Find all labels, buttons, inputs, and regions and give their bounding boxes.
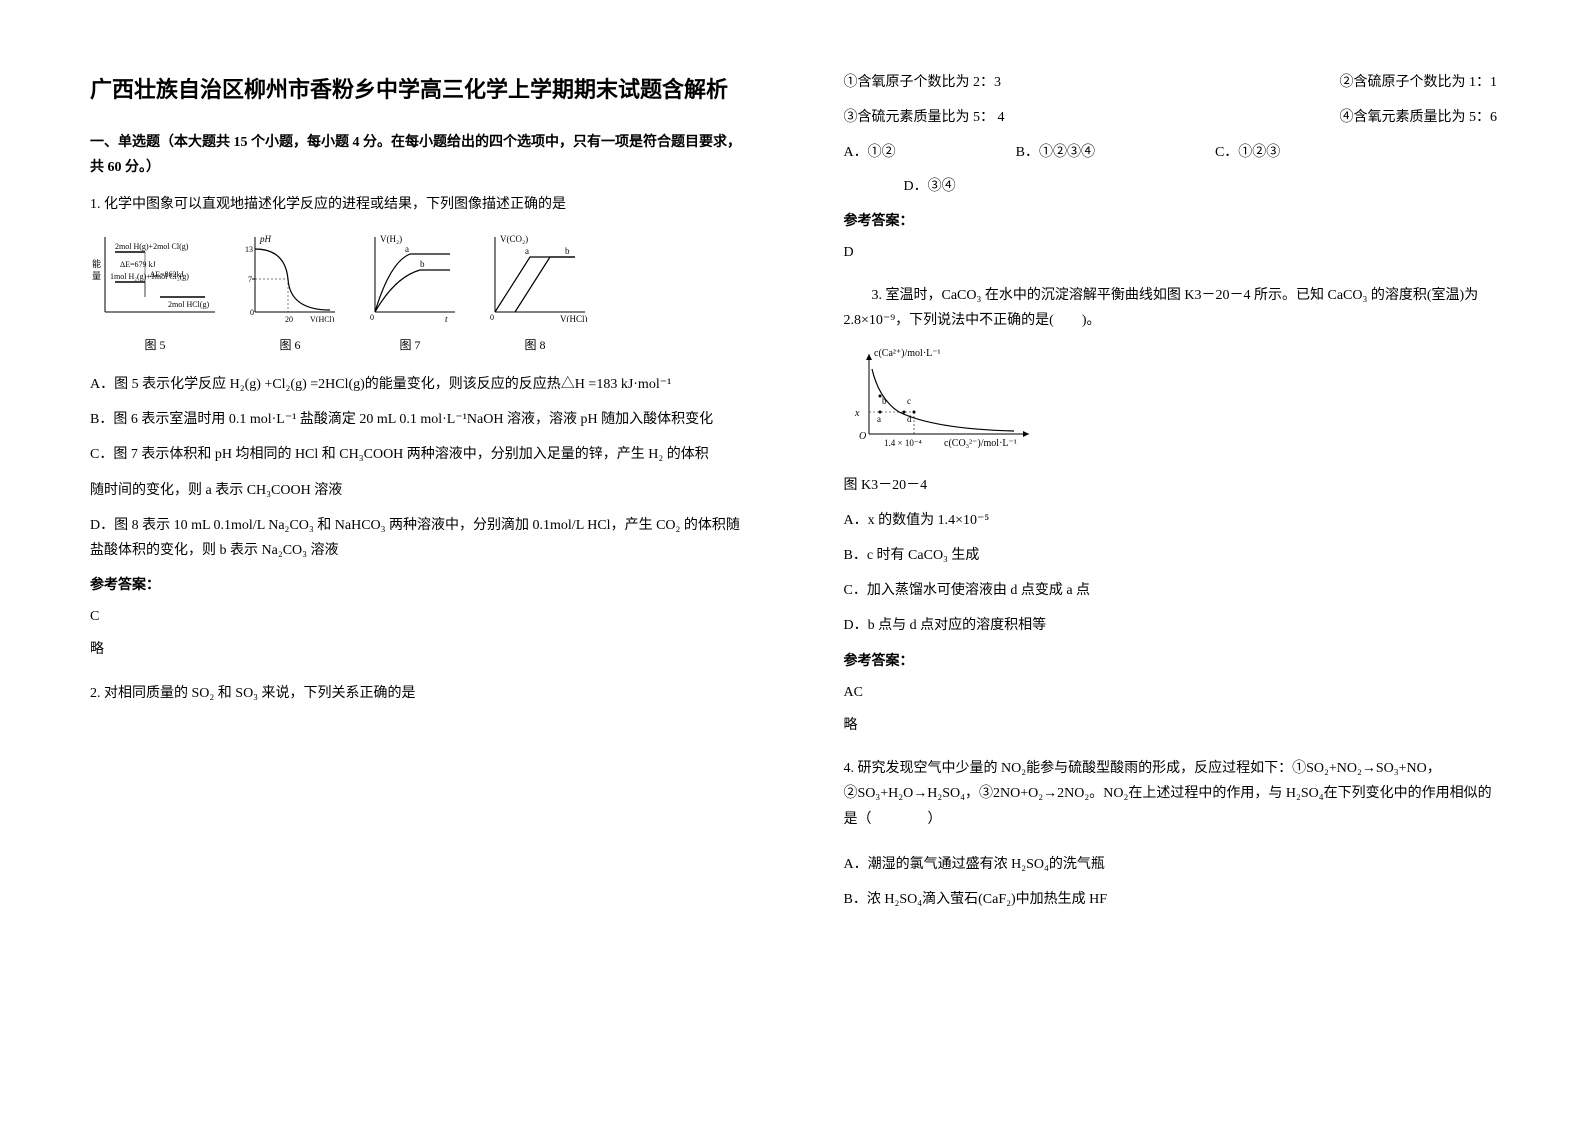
q3-note: 略: [844, 713, 1498, 738]
svg-text:b: b: [420, 259, 425, 269]
q2-s1: ①含氧原子个数比为 2：3: [844, 70, 1002, 95]
svg-text:V(H₂): V(H₂): [380, 234, 402, 244]
q4-option-a: A．潮湿的氯气通过盛有浓 H₂SO₄的洗气瓶: [844, 852, 1498, 877]
q2-s2: ②含硫原子个数比为 1：1: [1340, 70, 1498, 95]
q2-opt-d: D．③④: [904, 174, 956, 199]
svg-text:a: a: [877, 414, 881, 424]
svg-text:V(HCl): V(HCl): [310, 315, 335, 322]
q1-option-b: B．图 6 表示室温时用 0.1 mol·L⁻¹ 盐酸滴定 20 mL 0.1 …: [90, 407, 744, 432]
svg-text:量: 量: [92, 271, 101, 281]
q2-row2: ③含硫元素质量比为 5： 4 ④含氧元素质量比为 5：6: [844, 105, 1498, 130]
svg-text:d: d: [907, 414, 912, 424]
svg-text:V(HCl): V(HCl): [560, 314, 588, 322]
fig5-label: 图 5: [90, 335, 220, 357]
q1-figures: 能 量 2mol H(g)+2mol Cl(g) 1mol H₂(g)+1mol…: [90, 232, 744, 357]
q2-opt-a: A．①②: [844, 140, 896, 165]
svg-text:2mol HCl(g): 2mol HCl(g): [168, 300, 209, 309]
right-column: ①含氧原子个数比为 2：3 ②含硫原子个数比为 1：1 ③含硫元素质量比为 5：…: [794, 0, 1587, 1122]
svg-text:ΔE=679 kJ: ΔE=679 kJ: [120, 260, 156, 269]
q3-answer-label: 参考答案：: [844, 649, 1498, 674]
svg-text:c(Ca²⁺)/mol·L⁻¹: c(Ca²⁺)/mol·L⁻¹: [874, 348, 941, 359]
fig8-label: 图 8: [480, 335, 590, 357]
question-2-stem: 2. 对相同质量的 SO₂ 和 SO₃ 来说，下列关系正确的是: [90, 681, 744, 706]
svg-text:O: O: [859, 431, 866, 442]
q2-opt-b: B．①②③④: [1016, 140, 1095, 165]
svg-text:0: 0: [370, 313, 374, 322]
q1-stem: 1. 化学中图象可以直观地描述化学反应的进程或结果，下列图像描述正确的是: [90, 192, 744, 217]
question-1: 1. 化学中图象可以直观地描述化学反应的进程或结果，下列图像描述正确的是 能 量…: [90, 192, 744, 663]
q1-answer-label: 参考答案：: [90, 573, 744, 598]
figure-6: pH 13 7 0 20 V(HCl) 图 6: [240, 232, 340, 357]
q2-s3: ③含硫元素质量比为 5： 4: [844, 105, 1005, 130]
fig6-label: 图 6: [240, 335, 340, 357]
q3-option-a: A．x 的数值为 1.4×10⁻⁵: [844, 508, 1498, 533]
svg-text:a: a: [405, 244, 409, 254]
q3-answer: AC: [844, 680, 1498, 705]
left-column: 广西壮族自治区柳州市香粉乡中学高三化学上学期期末试题含解析 一、单选题（本大题共…: [0, 0, 794, 1122]
figure-8: V(CO₂) 0 V(HCl) a b 图 8: [480, 232, 590, 357]
q3-option-d: D．b 点与 d 点对应的溶度积相等: [844, 613, 1498, 638]
svg-text:0: 0: [490, 313, 494, 322]
q2-s4: ④含氧元素质量比为 5：6: [1340, 105, 1498, 130]
figure-7: V(H₂) 0 t a b 图 7: [360, 232, 460, 357]
q2-opt-c: C．①②③: [1215, 140, 1280, 165]
q2-row1: ①含氧原子个数比为 2：3 ②含硫原子个数比为 1：1: [844, 70, 1498, 95]
svg-text:b: b: [882, 396, 887, 406]
q2-answer: D: [844, 240, 1498, 265]
fig7-label: 图 7: [360, 335, 460, 357]
svg-text:13: 13: [245, 245, 253, 254]
q1-answer: C: [90, 604, 744, 629]
q1-option-c2: 随时间的变化，则 a 表示 CH₃COOH 溶液: [90, 478, 744, 503]
q3-stem: 3. 室温时，CaCO₃ 在水中的沉淀溶解平衡曲线如图 K3－20－4 所示。已…: [844, 283, 1498, 333]
svg-text:pH: pH: [259, 234, 272, 244]
question-2-body: ①含氧原子个数比为 2：3 ②含硫原子个数比为 1：1 ③含硫元素质量比为 5：…: [844, 70, 1498, 265]
figure-k3: c(Ca²⁺)/mol·L⁻¹ O x b c a d 1.4 × 10⁻⁴ c…: [844, 344, 1498, 463]
svg-text:2mol H(g)+2mol Cl(g): 2mol H(g)+2mol Cl(g): [115, 242, 189, 251]
q2-stem: 2. 对相同质量的 SO₂ 和 SO₃ 来说，下列关系正确的是: [90, 681, 744, 706]
svg-text:7: 7: [248, 275, 252, 284]
question-4: 4. 研究发现空气中少量的 NO₂能参与硫酸型酸雨的形成，反应过程如下：①SO₂…: [844, 756, 1498, 912]
svg-text:ΔE=862kJ: ΔE=862kJ: [150, 270, 184, 279]
svg-text:c(CO₃²⁻)/mol·L⁻¹: c(CO₃²⁻)/mol·L⁻¹: [944, 438, 1017, 449]
section-a-heading: 一、单选题（本大题共 15 个小题，每小题 4 分。在每小题给出的四个选项中，只…: [90, 130, 744, 180]
svg-text:能: 能: [92, 258, 101, 269]
figure-5: 能 量 2mol H(g)+2mol Cl(g) 1mol H₂(g)+1mol…: [90, 232, 220, 357]
exam-title: 广西壮族自治区柳州市香粉乡中学高三化学上学期期末试题含解析: [90, 70, 744, 110]
svg-text:V(CO₂): V(CO₂): [500, 234, 528, 244]
q4-stem: 4. 研究发现空气中少量的 NO₂能参与硫酸型酸雨的形成，反应过程如下：①SO₂…: [844, 756, 1498, 832]
q4-option-b: B．浓 H₂SO₄滴入萤石(CaF₂)中加热生成 HF: [844, 887, 1498, 912]
q2-answer-label: 参考答案：: [844, 209, 1498, 234]
svg-text:0: 0: [250, 308, 254, 317]
q3-option-c: C．加入蒸馏水可使溶液由 d 点变成 a 点: [844, 578, 1498, 603]
q1-option-c: C．图 7 表示体积和 pH 均相同的 HCl 和 CH₃COOH 两种溶液中，…: [90, 442, 744, 467]
q3-fig-label: 图 K3－20－4: [844, 473, 1498, 498]
q1-option-d: D．图 8 表示 10 mL 0.1mol/L Na₂CO₃ 和 NaHCO₃ …: [90, 513, 744, 563]
svg-text:a: a: [525, 246, 529, 256]
q3-option-b: B．c 时有 CaCO₃ 生成: [844, 543, 1498, 568]
q2-options-1: A．①② B．①②③④ C．①②③: [844, 140, 1498, 165]
q2-options-2: D．③④: [844, 174, 1498, 199]
svg-text:t: t: [445, 314, 448, 322]
q1-option-a: A．图 5 表示化学反应 H₂(g) +Cl₂(g) =2HCl(g)的能量变化…: [90, 372, 744, 397]
svg-text:20: 20: [285, 315, 293, 322]
svg-text:x: x: [854, 408, 860, 419]
q1-note: 略: [90, 637, 744, 662]
svg-text:b: b: [565, 246, 570, 256]
svg-text:c: c: [907, 396, 911, 406]
question-3: 3. 室温时，CaCO₃ 在水中的沉淀溶解平衡曲线如图 K3－20－4 所示。已…: [844, 283, 1498, 738]
svg-text:1.4 × 10⁻⁴: 1.4 × 10⁻⁴: [884, 438, 922, 448]
